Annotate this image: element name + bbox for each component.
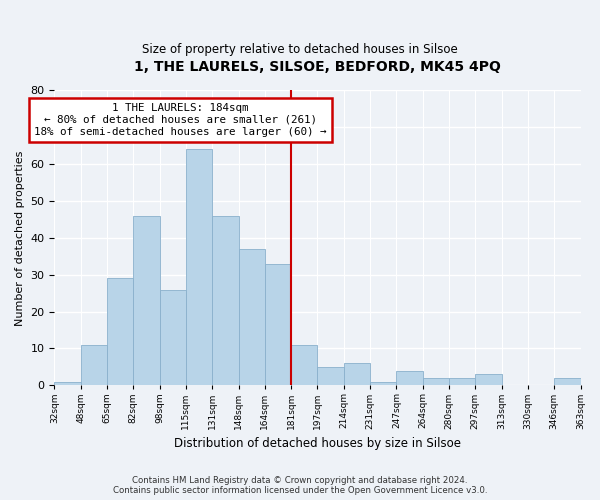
Bar <box>133 216 160 386</box>
Bar <box>317 367 344 386</box>
Bar <box>370 382 397 386</box>
Bar <box>449 378 475 386</box>
X-axis label: Distribution of detached houses by size in Silsoe: Distribution of detached houses by size … <box>174 437 461 450</box>
Bar <box>239 249 265 386</box>
Bar <box>344 363 370 386</box>
Bar <box>81 345 107 386</box>
Y-axis label: Number of detached properties: Number of detached properties <box>15 150 25 326</box>
Bar <box>107 278 133 386</box>
Bar <box>55 382 81 386</box>
Text: Contains HM Land Registry data © Crown copyright and database right 2024.
Contai: Contains HM Land Registry data © Crown c… <box>113 476 487 495</box>
Bar <box>265 264 291 386</box>
Text: 1 THE LAURELS: 184sqm
← 80% of detached houses are smaller (261)
18% of semi-det: 1 THE LAURELS: 184sqm ← 80% of detached … <box>34 104 327 136</box>
Bar <box>186 150 212 386</box>
Bar <box>291 345 317 386</box>
Bar <box>475 374 502 386</box>
Bar <box>212 216 239 386</box>
Bar <box>554 378 581 386</box>
Text: Size of property relative to detached houses in Silsoe: Size of property relative to detached ho… <box>142 42 458 56</box>
Bar <box>397 370 422 386</box>
Bar <box>422 378 449 386</box>
Title: 1, THE LAURELS, SILSOE, BEDFORD, MK45 4PQ: 1, THE LAURELS, SILSOE, BEDFORD, MK45 4P… <box>134 60 501 74</box>
Bar <box>160 290 186 386</box>
